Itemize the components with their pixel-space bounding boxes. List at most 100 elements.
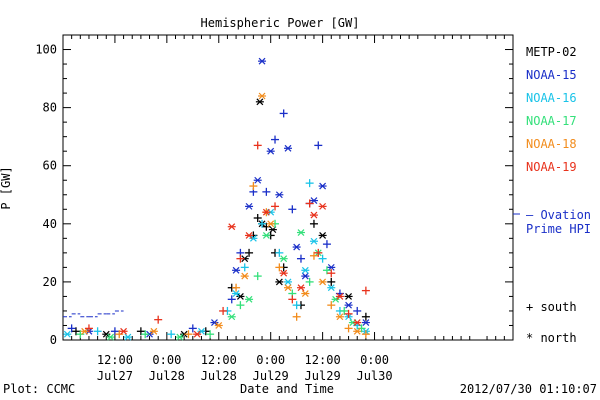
data-point [245, 232, 254, 239]
data-point [309, 237, 318, 245]
data-point [249, 182, 258, 191]
data-point [361, 319, 370, 326]
y-axis-label: P [GW] [0, 166, 13, 209]
data-point [193, 330, 202, 338]
data-point [154, 315, 163, 324]
x-axis-ticks: 12:00 Jul27 0:00 Jul28 12:00 Jul28 0:00 Jul29 12… [71, 35, 505, 383]
data-point [175, 333, 184, 341]
data-point [63, 330, 72, 338]
data-point [361, 312, 370, 321]
data-point [188, 324, 197, 333]
data-point [67, 324, 76, 333]
x-tick-date: Jul29 [253, 369, 289, 383]
data-point [361, 330, 370, 339]
data-point [227, 295, 236, 304]
data-point [245, 202, 254, 210]
data-point [249, 234, 258, 242]
data-point [327, 263, 336, 271]
x-tick-time: 12:00 [305, 353, 341, 367]
data-point [305, 179, 314, 188]
data-point [123, 333, 132, 341]
data-point [253, 176, 262, 184]
satellite-points [63, 57, 370, 341]
data-point [361, 286, 370, 295]
data-point [327, 284, 336, 292]
data-point [322, 266, 331, 275]
data-point [322, 240, 331, 249]
data-point [301, 266, 310, 274]
data-point [292, 312, 301, 321]
data-point [258, 92, 267, 100]
x-tick-time: 0:00 [152, 353, 181, 367]
data-point [288, 295, 297, 304]
data-point [76, 330, 85, 339]
data-point [275, 248, 284, 257]
data-point [102, 330, 111, 338]
data-point [279, 109, 288, 118]
data-point [271, 135, 280, 144]
data-point [327, 269, 336, 278]
ovation-label-1: – Ovation [526, 208, 591, 222]
data-point [255, 98, 264, 106]
x-tick-date: Jul28 [201, 369, 237, 383]
legend: METP-02 NOAA-15 NOAA-16 NOAA-17 NOAA-18 NOAA-… [526, 45, 577, 174]
data-point [288, 205, 297, 214]
data-point [232, 266, 241, 274]
data-point [266, 220, 275, 228]
data-point [219, 306, 228, 315]
data-point [253, 141, 262, 150]
data-point [266, 147, 275, 155]
data-point [327, 301, 336, 310]
legend-entry: NOAA-19 [526, 160, 577, 174]
data-point [197, 327, 206, 335]
data-point [305, 277, 314, 286]
data-point [232, 290, 241, 297]
x-tick-time: 0:00 [360, 353, 389, 367]
data-point [227, 223, 236, 231]
data-point [253, 214, 262, 222]
data-point [236, 254, 245, 263]
data-point [344, 301, 353, 309]
data-point [240, 272, 249, 280]
data-point [279, 255, 288, 263]
x-tick-date: Jul28 [149, 369, 185, 383]
data-point [344, 309, 353, 318]
data-point [210, 319, 219, 326]
y-axis-ticks: 0 20 40 60 80 100 [35, 43, 513, 347]
data-point [279, 269, 288, 277]
data-point [309, 251, 318, 260]
data-point [301, 290, 310, 297]
data-point [236, 301, 245, 310]
data-point [314, 141, 323, 150]
data-point [206, 330, 215, 339]
data-point [275, 278, 284, 286]
data-point [353, 327, 362, 335]
data-point [236, 293, 245, 300]
data-point [331, 295, 340, 303]
data-point [149, 327, 158, 335]
data-point [84, 324, 93, 333]
data-point [262, 232, 271, 239]
data-point [335, 313, 344, 321]
data-point [296, 229, 305, 236]
y-tick-label: 100 [35, 43, 57, 57]
data-point [335, 293, 344, 300]
data-point [119, 327, 128, 335]
data-point [262, 222, 271, 231]
x-tick-time: 0:00 [256, 353, 285, 367]
data-point [110, 327, 119, 336]
data-point [284, 144, 292, 152]
data-point [214, 322, 223, 329]
chart-title: Hemispheric Power [GW] [201, 16, 360, 30]
legend-entry: NOAA-18 [526, 137, 577, 151]
data-point [232, 283, 241, 292]
data-point [357, 324, 366, 333]
y-tick-label: 80 [43, 101, 57, 115]
north-marker-label: * north [526, 331, 577, 345]
y-tick-label: 60 [43, 159, 57, 173]
y-tick-label: 0 [50, 333, 57, 347]
south-marker-label: + south [526, 300, 577, 314]
plot-frame [62, 34, 514, 341]
data-point [296, 284, 305, 292]
